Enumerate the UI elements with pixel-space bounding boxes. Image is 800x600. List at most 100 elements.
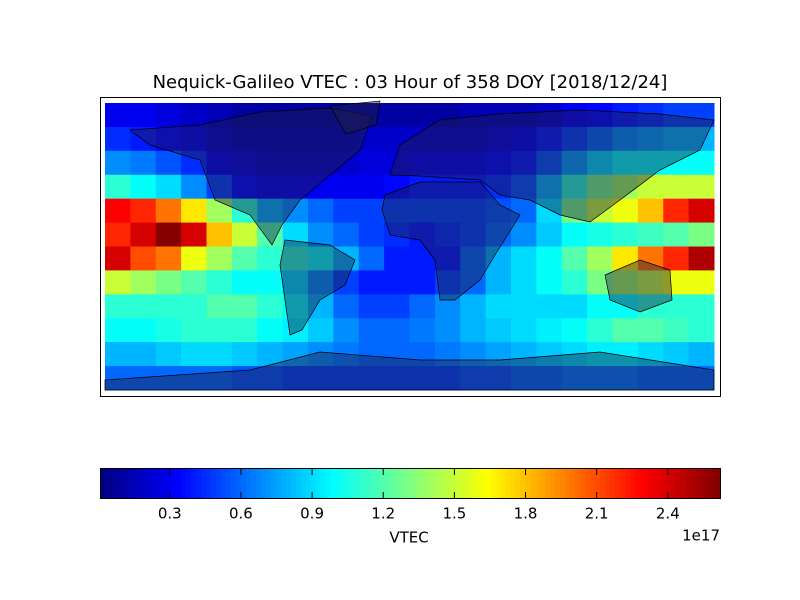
colorbar-swatch	[415, 469, 421, 498]
heat-cell	[688, 342, 715, 367]
heat-cell	[434, 318, 461, 343]
heat-cell	[358, 198, 385, 224]
heat-cell	[155, 198, 182, 224]
heat-cell	[637, 126, 664, 152]
heat-cell	[333, 198, 360, 224]
heat-cell	[434, 366, 461, 391]
heat-cell	[561, 318, 588, 343]
heat-cell	[511, 246, 537, 271]
colorbar-swatch	[465, 469, 471, 498]
heat-cell	[231, 150, 258, 176]
heat-cell	[105, 126, 131, 152]
heat-cell	[460, 126, 487, 152]
colorbar-swatch	[630, 469, 636, 498]
heat-cell	[231, 342, 258, 367]
heat-cell	[231, 294, 258, 319]
heat-cell	[561, 366, 588, 391]
colorbar-swatch	[155, 469, 162, 498]
colorbar-swatch	[225, 469, 232, 498]
colorbar-swatch	[425, 469, 431, 498]
heat-cell	[282, 198, 309, 224]
heat-cell	[536, 270, 563, 295]
heat-cell	[181, 222, 207, 247]
heat-cell	[511, 103, 537, 128]
colorbar-swatch	[685, 469, 691, 498]
heat-cell	[485, 222, 512, 247]
colorbar-swatch	[250, 469, 257, 498]
heat-cell	[485, 150, 512, 176]
colorbar-swatch	[410, 469, 416, 498]
heat-cell	[155, 294, 182, 319]
colorbar-swatch	[180, 469, 187, 498]
colorbar-swatch	[455, 469, 461, 498]
colorbar-swatch	[505, 469, 511, 498]
heat-cell	[308, 103, 334, 128]
heat-cell	[511, 294, 537, 319]
eurasia	[389, 109, 715, 223]
colorbar-swatch	[240, 469, 247, 498]
heat-cell	[637, 198, 664, 224]
colorbar-swatch	[440, 469, 446, 498]
colorbar-swatch	[385, 469, 392, 498]
colorbar-swatch	[625, 469, 631, 498]
colorbar-swatch	[295, 469, 302, 498]
colorbar-swatch	[475, 469, 481, 498]
heat-cell	[511, 270, 537, 295]
heat-cell	[130, 126, 157, 152]
colorbar-swatch	[260, 469, 267, 498]
heat-cell	[282, 103, 309, 128]
heat-cell	[333, 246, 360, 271]
heat-cell	[155, 174, 182, 200]
colorbar-swatch	[315, 469, 322, 498]
heat-cell	[663, 174, 690, 200]
colorbar-tick-label: 0.9	[300, 505, 324, 523]
heat-cell	[409, 366, 436, 391]
heat-cell	[434, 342, 461, 367]
heat-cell	[181, 342, 207, 367]
colorbar-swatch	[495, 469, 501, 498]
heat-cell	[409, 294, 436, 319]
colorbar-swatch	[185, 469, 192, 498]
heat-cell	[257, 294, 284, 319]
heat-cell	[637, 150, 664, 176]
colorbar-swatch	[560, 469, 566, 498]
heat-cell	[155, 126, 182, 152]
colorbar-swatch	[220, 469, 227, 498]
colorbar-swatch	[101, 469, 107, 498]
colorbar-swatch	[680, 469, 686, 498]
colorbar-swatch	[660, 469, 666, 498]
heat-cell	[105, 270, 131, 295]
heat-cell	[155, 270, 182, 295]
heat-cell	[231, 174, 258, 200]
colorbar-swatch	[230, 469, 237, 498]
colorbar-swatch	[235, 469, 242, 498]
colorbar-swatch	[480, 469, 486, 498]
heat-cell	[434, 246, 461, 271]
colorbar-swatch	[635, 469, 641, 498]
colorbar-swatch	[420, 469, 426, 498]
colorbar-swatch	[485, 469, 491, 498]
heat-cell	[587, 150, 613, 176]
heat-cell	[105, 342, 131, 367]
heat-cell	[155, 246, 182, 271]
heat-cell	[231, 126, 258, 152]
heat-cell	[612, 126, 639, 152]
colorbar-swatch	[360, 469, 367, 498]
colorbar-tick-label: 1.8	[514, 505, 538, 523]
heat-cell	[511, 198, 537, 224]
colorbar-tick-label: 1.2	[371, 505, 395, 523]
colorbar-tick-label: 2.1	[585, 505, 609, 523]
heat-cell	[231, 318, 258, 343]
heat-cell	[663, 246, 690, 271]
heat-cell	[561, 150, 588, 176]
colorbar-swatch	[330, 469, 337, 498]
heat-cell	[511, 222, 537, 247]
heat-cell	[358, 150, 385, 176]
heat-cell	[181, 366, 207, 391]
colorbar-swatch	[705, 469, 711, 498]
heat-cell	[105, 246, 131, 271]
colorbar-tick-label: 2.4	[656, 505, 680, 523]
heat-cell	[688, 198, 715, 224]
heat-cell	[105, 198, 131, 224]
heat-cell	[511, 342, 537, 367]
